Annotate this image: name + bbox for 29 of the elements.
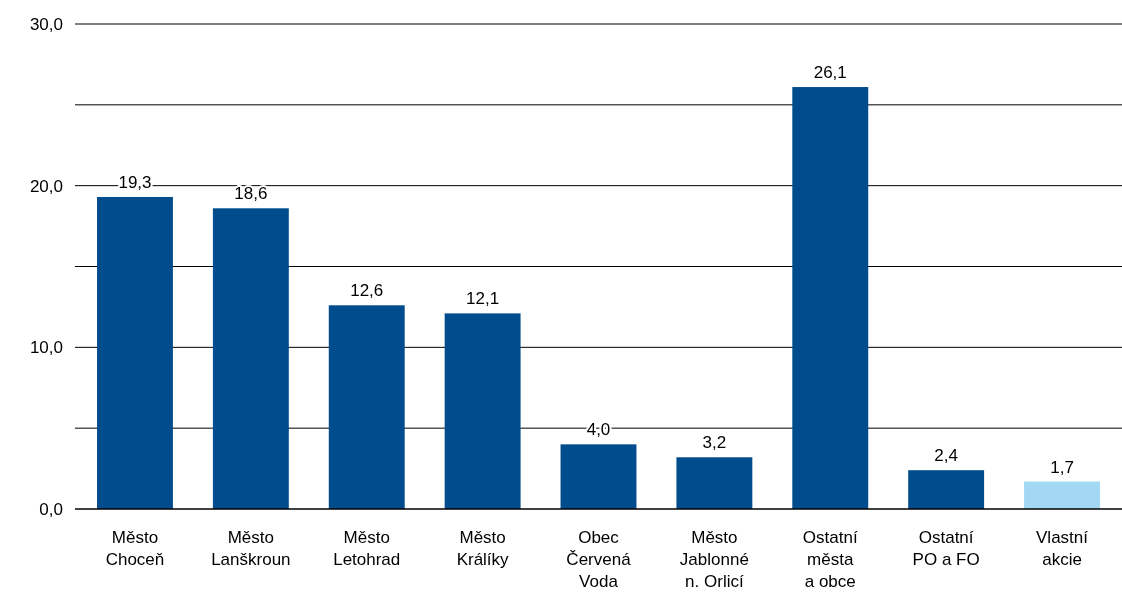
x-tick-label: Město Choceň (105, 528, 165, 569)
x-tick-label: Město Králíky (456, 528, 510, 569)
data-label: 2,4 (934, 446, 958, 466)
data-label: 12,6 (350, 281, 384, 301)
x-tick-label: Vlastní akcie (1036, 528, 1089, 569)
bar (676, 457, 753, 509)
y-tick-label: 30,0 (29, 14, 63, 34)
data-label: 12,1 (466, 289, 500, 309)
x-tick-label: Obec Červená Voda (566, 528, 632, 591)
y-tick-label: 0,0 (39, 499, 63, 519)
y-tick-label: 10,0 (29, 338, 63, 358)
y-tick-label: 20,0 (29, 176, 63, 196)
data-label: 26,1 (813, 63, 847, 83)
x-tick-label: Ostatní města a obce (802, 528, 858, 591)
bar (212, 208, 289, 509)
x-tick-label: Město Letohrad (333, 528, 401, 569)
x-tick-label: Ostatní PO a FO (912, 528, 980, 569)
bar (1024, 481, 1100, 509)
x-tick-label: Město Lanškroun (211, 528, 291, 569)
data-label: 18,6 (234, 184, 268, 204)
bar (97, 196, 173, 509)
bar (908, 470, 985, 509)
bar (792, 87, 869, 509)
x-tick-label: Město Jablonné n. Orlicí (679, 528, 749, 591)
bar (444, 313, 521, 509)
data-label: 3,2 (702, 433, 727, 453)
bar (328, 305, 405, 509)
data-label: 1,7 (1050, 457, 1074, 477)
bar (560, 444, 637, 509)
